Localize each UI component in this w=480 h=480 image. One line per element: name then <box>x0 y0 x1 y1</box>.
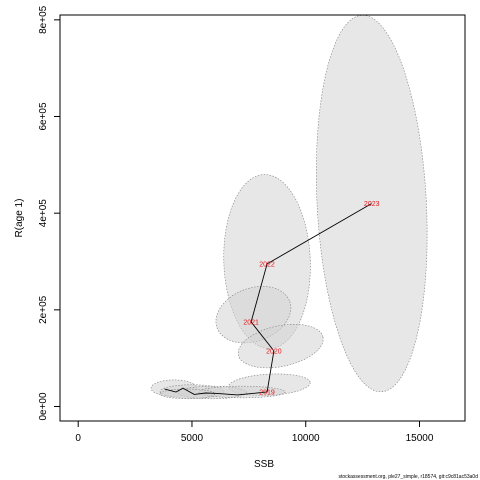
x-tick-label: 10000 <box>292 433 320 444</box>
confidence-ellipse <box>237 323 324 369</box>
y-tick-label: 4e+05 <box>38 199 49 228</box>
confidence-ellipse <box>198 385 286 399</box>
confidence-ellipses <box>150 14 428 400</box>
x-axis: 0 5000 10000 15000 <box>75 421 434 444</box>
year-label: 2020 <box>266 348 282 355</box>
year-labels: 2023 2022 2021 2020 2019 <box>243 201 379 397</box>
confidence-ellipse <box>315 14 428 393</box>
y-tick-label: 8e+05 <box>38 5 49 34</box>
year-label: 2019 <box>259 390 275 397</box>
y-tick-label: 0e+00 <box>38 392 49 421</box>
x-tick-label: 15000 <box>406 433 434 444</box>
y-axis: 0e+00 2e+05 4e+05 6e+05 8e+05 <box>38 5 60 421</box>
y-tick-label: 6e+05 <box>38 102 49 131</box>
x-axis-title: SSB <box>254 459 274 470</box>
plot-frame <box>59 14 466 422</box>
year-label: 2022 <box>259 261 275 268</box>
x-tick-label: 0 <box>75 433 81 444</box>
footer-note: stockassessment.org, ple27_simple, r1857… <box>338 474 478 480</box>
x-tick-label: 5000 <box>181 433 204 444</box>
year-label: 2021 <box>243 319 259 326</box>
y-axis-title: R(age 1) <box>14 199 25 238</box>
year-label: 2023 <box>364 201 380 208</box>
stock-recruitment-path <box>164 203 372 396</box>
sr-series-line <box>164 203 372 396</box>
y-tick-label: 2e+05 <box>38 295 49 324</box>
